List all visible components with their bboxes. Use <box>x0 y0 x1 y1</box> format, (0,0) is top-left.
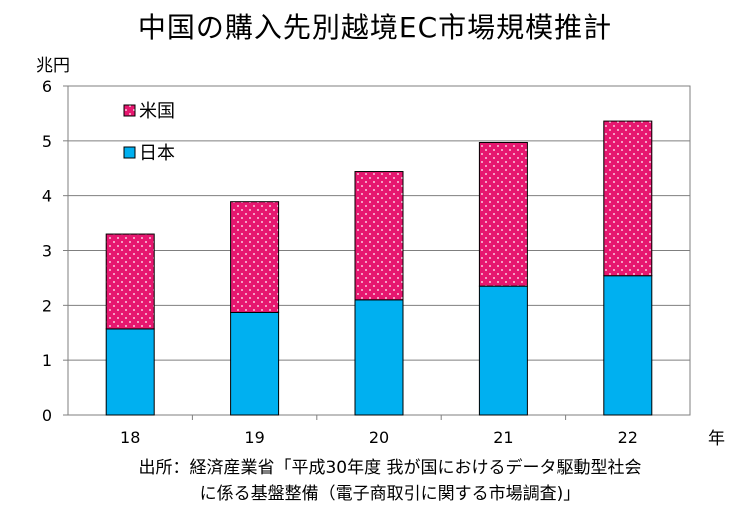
source-line-1: 出所：経済産業省「平成30年度 我が国におけるデータ駆動型社会 <box>138 458 642 478</box>
source-note: 出所：経済産業省「平成30年度 我が国におけるデータ駆動型社会 に係る基盤整備（… <box>70 455 710 507</box>
y-tick-label: 6 <box>42 77 52 96</box>
x-tick-label: 18 <box>120 428 140 447</box>
bar-japan-22 <box>603 275 653 416</box>
y-tick-label: 5 <box>42 132 52 151</box>
bars <box>105 120 653 416</box>
y-tick-label: 1 <box>42 351 52 370</box>
x-tick-label: 20 <box>369 428 389 447</box>
bar-usa-20 <box>354 171 404 301</box>
legend-label-usa: 米国 <box>139 101 175 122</box>
y-tick-label: 2 <box>42 296 52 315</box>
x-axis: 18 19 20 21 22 <box>120 415 638 447</box>
x-tick-label: 22 <box>618 428 638 447</box>
x-tick-label: 21 <box>493 428 513 447</box>
bar-japan-19 <box>230 311 280 416</box>
legend-swatch-japan <box>123 146 136 159</box>
bar-usa-18 <box>105 233 155 330</box>
chart-title: 中国の購入先別越境EC市場規模推計 <box>137 11 613 44</box>
bar-japan-18 <box>105 328 155 416</box>
bar-usa-21 <box>478 141 528 287</box>
source-line-2: に係る基盤整備（電子商取引に関する市場調査)」 <box>199 484 581 504</box>
y-axis: 0 1 2 3 4 5 6 <box>42 77 68 425</box>
legend-swatch-usa <box>123 104 136 117</box>
y-tick-label: 4 <box>42 187 52 206</box>
bar-usa-19 <box>230 201 280 313</box>
x-tick-label: 19 <box>244 428 264 447</box>
legend-label-japan: 日本 <box>139 143 175 164</box>
bar-usa-22 <box>603 120 653 277</box>
x-axis-label: 年 <box>708 429 725 449</box>
bar-japan-21 <box>478 285 528 416</box>
y-axis-label: 兆円 <box>36 56 70 76</box>
y-tick-label: 0 <box>42 406 52 425</box>
y-tick-label: 3 <box>42 242 52 261</box>
bar-japan-20 <box>354 299 404 416</box>
